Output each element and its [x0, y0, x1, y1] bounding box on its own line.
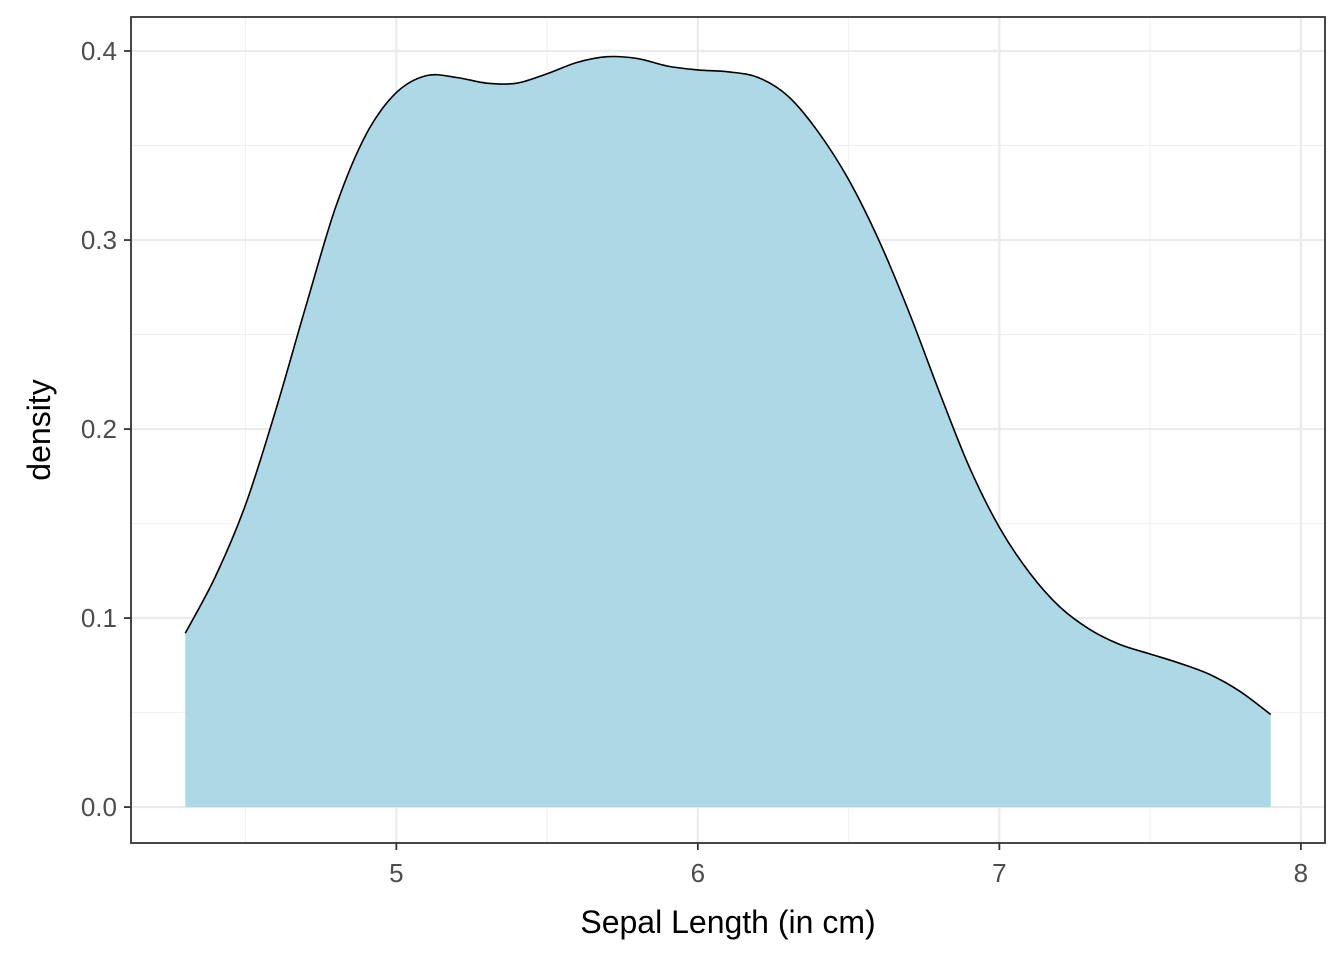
- y-axis-title: density: [21, 379, 57, 480]
- y-tick-label: 0.4: [81, 36, 117, 66]
- plot-panel: [130, 16, 1326, 844]
- y-axis: 0.0 0.1 0.2 0.3 0.4: [81, 36, 131, 822]
- y-tick-label: 0.3: [81, 225, 117, 255]
- density-area-fill: [185, 56, 1271, 808]
- x-axis-title: Sepal Length (in cm): [580, 904, 875, 940]
- x-tick-label: 7: [992, 858, 1006, 888]
- x-axis: 5 6 7 8: [389, 843, 1308, 888]
- y-tick-label: 0.1: [81, 603, 117, 633]
- panel-border: [130, 16, 1326, 844]
- y-tick-label: 0.0: [81, 792, 117, 822]
- x-tick-label: 6: [691, 858, 705, 888]
- density-curve-line: [184, 55, 1272, 716]
- series-layer: [184, 55, 1272, 808]
- y-tick-label: 0.2: [81, 414, 117, 444]
- x-tick-label: 5: [389, 858, 403, 888]
- x-tick-label: 8: [1294, 858, 1308, 888]
